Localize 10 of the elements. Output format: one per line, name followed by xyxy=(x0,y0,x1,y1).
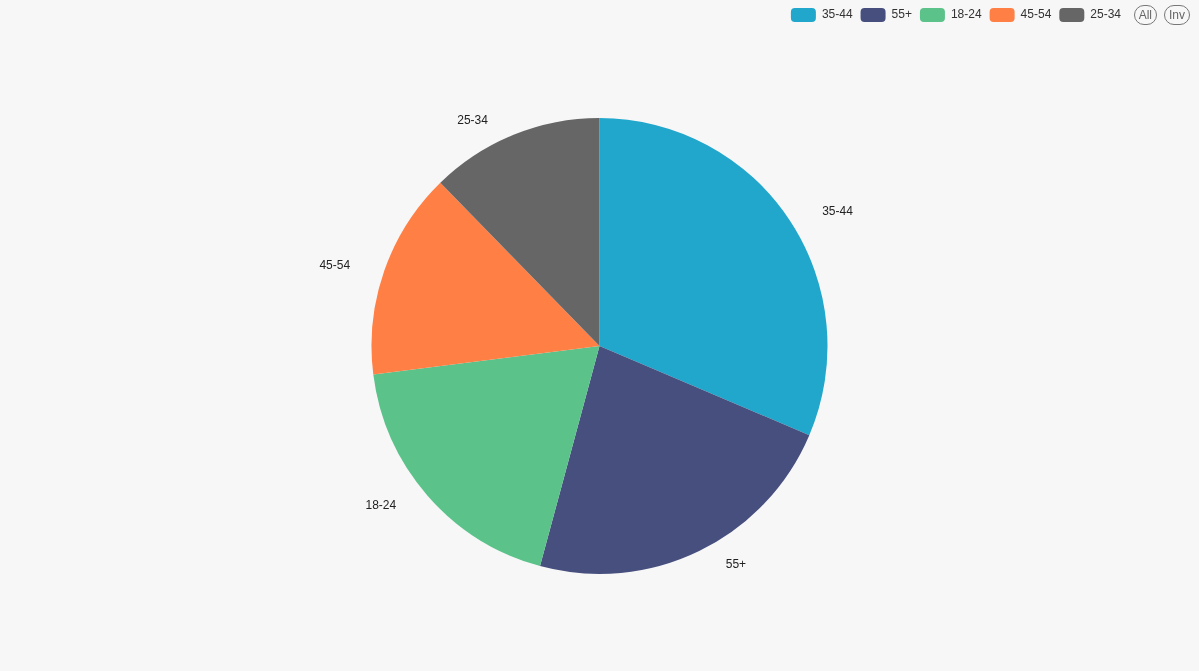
slice-label: 55+ xyxy=(725,556,747,571)
legend-label: 25-34 xyxy=(1090,7,1122,22)
slice-label: 25-34 xyxy=(457,113,489,128)
legend-label: 35-44 xyxy=(821,7,853,22)
slice-label: 45-54 xyxy=(319,258,351,273)
legend-label: 55+ xyxy=(891,7,912,22)
legend-label: 18-24 xyxy=(950,7,982,22)
slice-label: 18-24 xyxy=(365,497,397,512)
legend-label: 45-54 xyxy=(1020,7,1052,22)
slice-label: 35-44 xyxy=(822,204,854,219)
